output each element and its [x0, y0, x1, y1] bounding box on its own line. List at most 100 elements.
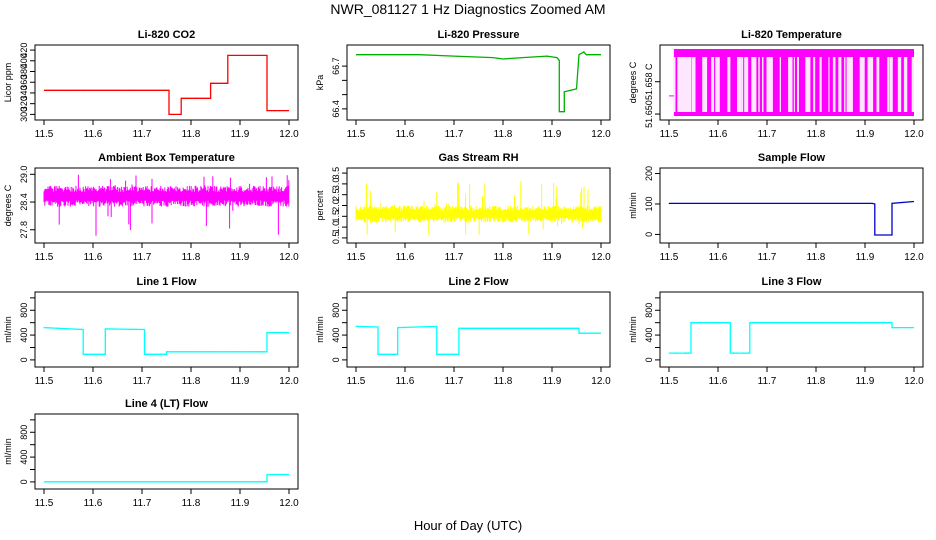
x-tick-label: 11.7	[133, 129, 152, 140]
y-tick-label: 800	[19, 425, 29, 440]
y-tick-label: 800	[644, 303, 654, 318]
x-tick-label: 11.6	[709, 376, 728, 387]
y-tick-label: 380	[19, 64, 29, 79]
figure-title: NWR_081127 1 Hz Diagnostics Zoomed AM	[330, 1, 606, 17]
x-tick-label: 11.5	[35, 252, 54, 263]
y-tick-label: 0	[19, 479, 29, 484]
series-line	[44, 473, 289, 483]
x-tick-label: 11.9	[231, 498, 250, 509]
x-tick-label: 11.7	[758, 129, 777, 140]
x-tick-label: 11.8	[494, 376, 513, 387]
x-tick-label: 12.0	[591, 252, 611, 263]
y-axis-label: degrees C	[3, 184, 13, 226]
x-tick-label: 11.5	[35, 498, 54, 509]
y-tick-label: 0.5	[331, 232, 341, 245]
x-tick-label: 11.8	[494, 129, 513, 140]
plot-data	[668, 200, 915, 236]
plot-data	[43, 473, 289, 483]
y-axis-label: ml/min	[3, 316, 13, 343]
panel-6: Sample Flow ml/min 11.5 11.6 11.7 11.8 11.9 12.…	[628, 152, 924, 263]
series-line	[356, 51, 601, 113]
x-tick-label: 11.6	[709, 252, 728, 263]
x-tick-label: 11.8	[182, 376, 201, 387]
plot-data	[355, 51, 601, 113]
plot-data	[355, 181, 602, 236]
series-line	[44, 54, 289, 116]
x-tick-label: 11.9	[231, 129, 250, 140]
series-line	[669, 200, 915, 236]
x-tick-label: 11.8	[807, 376, 826, 387]
y-axis-label: ml/min	[315, 316, 325, 343]
y-axis-label: ml/min	[628, 316, 638, 343]
x-tick-label: 11.7	[758, 376, 777, 387]
series-noise	[355, 181, 602, 236]
x-tick-label: 11.9	[543, 129, 562, 140]
x-tick-label: 11.5	[660, 129, 679, 140]
x-tick-label: 11.7	[445, 129, 464, 140]
panel-3: Li-820 Temperature degrees C 11.5 11.6 11.7 1…	[628, 29, 924, 140]
x-tick-label: 12.0	[279, 252, 299, 263]
series-noise	[668, 321, 914, 354]
y-tick-label: 29.0	[19, 166, 29, 184]
x-tick-label: 12.0	[279, 129, 299, 140]
panel-title: Ambient Box Temperature	[98, 152, 235, 164]
x-tick-label: 11.6	[396, 376, 415, 387]
y-tick-label: 0	[331, 357, 341, 362]
panel-title: Line 3 Flow	[762, 276, 822, 288]
y-tick-label: 0	[644, 232, 654, 237]
plot-data	[355, 325, 601, 355]
panel-title: Gas Stream RH	[438, 152, 518, 164]
series-noise	[355, 51, 601, 113]
x-tick-label: 11.8	[807, 252, 826, 263]
y-tick-label: 1.5	[331, 210, 341, 223]
series-noise	[43, 474, 289, 482]
y-axis-label: kPa	[315, 75, 325, 91]
y-tick-label: 800	[19, 303, 29, 318]
y-tick-label: 400	[644, 328, 654, 343]
y-axis-label: ml/min	[3, 438, 13, 465]
y-tick-label: 800	[331, 303, 341, 318]
y-tick-label: 400	[19, 450, 29, 465]
y-tick-label: 200	[644, 166, 654, 181]
x-tick-label: 11.9	[231, 252, 250, 263]
y-axis-label: ml/min	[628, 192, 638, 219]
y-tick-label: 0	[644, 357, 654, 362]
plot-frame	[346, 291, 611, 368]
x-tick-label: 11.9	[856, 376, 875, 387]
x-tick-label: 11.9	[231, 376, 250, 387]
x-tick-label: 11.7	[758, 252, 777, 263]
plot-data	[43, 326, 289, 356]
y-tick-label: 400	[19, 328, 29, 343]
y-tick-label: 51.650	[644, 100, 654, 128]
x-tick-label: 11.5	[347, 129, 366, 140]
x-tick-label: 11.5	[347, 376, 366, 387]
x-tick-label: 11.6	[709, 129, 728, 140]
figure-x-label: Hour of Day (UTC)	[413, 518, 523, 533]
y-axis-label: percent	[315, 190, 325, 221]
series-line	[43, 326, 289, 355]
x-tick-label: 11.6	[84, 376, 103, 387]
x-tick-label: 11.7	[133, 498, 152, 509]
plot-data	[668, 321, 914, 354]
series-noise	[355, 325, 601, 355]
y-tick-label: 2.5	[331, 188, 341, 201]
x-tick-label: 11.9	[856, 129, 875, 140]
x-tick-label: 11.8	[182, 129, 201, 140]
y-tick-label: 27.8	[19, 221, 29, 239]
x-tick-label: 11.7	[445, 252, 464, 263]
series-noise	[668, 201, 912, 236]
x-tick-label: 11.7	[133, 376, 152, 387]
x-tick-label: 11.6	[84, 252, 103, 263]
plot-frame	[346, 167, 611, 244]
panel-4: Ambient Box Temperature degrees C 11.5 11.6…	[3, 152, 299, 263]
series-line	[669, 322, 914, 354]
panel-title: Li-820 Temperature	[741, 29, 842, 41]
y-tick-label: 360	[19, 75, 29, 90]
y-tick-label: 51.658 C	[644, 63, 654, 100]
y-tick-label: 28.4	[19, 193, 29, 211]
plot-frame	[34, 413, 299, 490]
x-tick-label: 11.6	[84, 129, 103, 140]
x-tick-label: 12.0	[279, 498, 299, 509]
y-tick-label: 420	[19, 43, 29, 58]
